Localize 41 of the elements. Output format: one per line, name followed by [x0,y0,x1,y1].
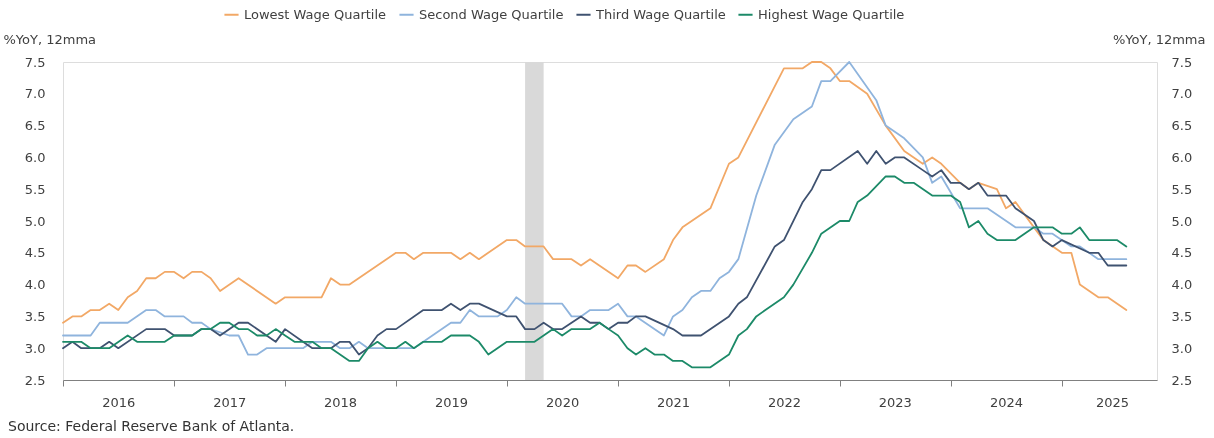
y-tick-label: 6.5 [24,118,46,134]
y2-tick-label: 2.5 [1171,372,1193,388]
source-note: Source: Federal Reserve Bank of Atlanta. [8,418,295,434]
legend-label: Lowest Wage Quartile [244,6,387,22]
y-tick-label: 2.5 [24,372,46,388]
y-tick-label: 3.5 [24,308,46,324]
x-tick-label: 2024 [989,394,1024,410]
y-tick-label: 4.0 [24,277,46,293]
y-tick-label: 5.0 [24,213,46,229]
y-tick-label: 4.5 [24,245,46,261]
x-tick-label: 2022 [767,394,801,410]
x-tick-label: 2019 [434,394,469,410]
x-tick-label: 2025 [1095,394,1130,410]
y2-tick-label: 6.0 [1171,149,1193,165]
y2-tick-label: 7.5 [1171,54,1193,70]
y-tick-label: 7.5 [24,54,46,70]
y2-tick-label: 5.0 [1171,213,1193,229]
x-tick-label: 2021 [656,394,691,410]
y2-axis-title: %YoY, 12mma [1112,31,1206,47]
x-tick-label: 2017 [213,394,247,410]
y2-tick-label: 6.5 [1171,118,1193,134]
y-tick-label: 7.0 [24,86,46,102]
x-tick-label: 2016 [102,394,136,410]
x-tick-label: 2018 [324,394,358,410]
y-tick-label: 6.0 [24,149,46,165]
y-tick-label: 5.5 [24,181,46,197]
legend-label: Third Wage Quartile [595,6,726,22]
y-axis-title: %YoY, 12mma [3,31,97,47]
x-tick-label: 2023 [878,394,912,410]
y2-tick-label: 4.5 [1171,245,1193,261]
y2-tick-label: 4.0 [1171,277,1193,293]
line-series [62,150,1128,356]
legend-label: Highest Wage Quartile [758,6,905,22]
y2-tick-label: 7.0 [1171,86,1193,102]
legend-label: Second Wage Quartile [419,6,564,22]
y2-tick-label: 5.5 [1171,181,1193,197]
y2-tick-label: 3.0 [1171,340,1193,356]
x-tick-label: 2020 [546,394,580,410]
line-series [62,175,1128,369]
y-tick-label: 3.0 [24,340,46,356]
y2-tick-label: 3.5 [1171,308,1193,324]
